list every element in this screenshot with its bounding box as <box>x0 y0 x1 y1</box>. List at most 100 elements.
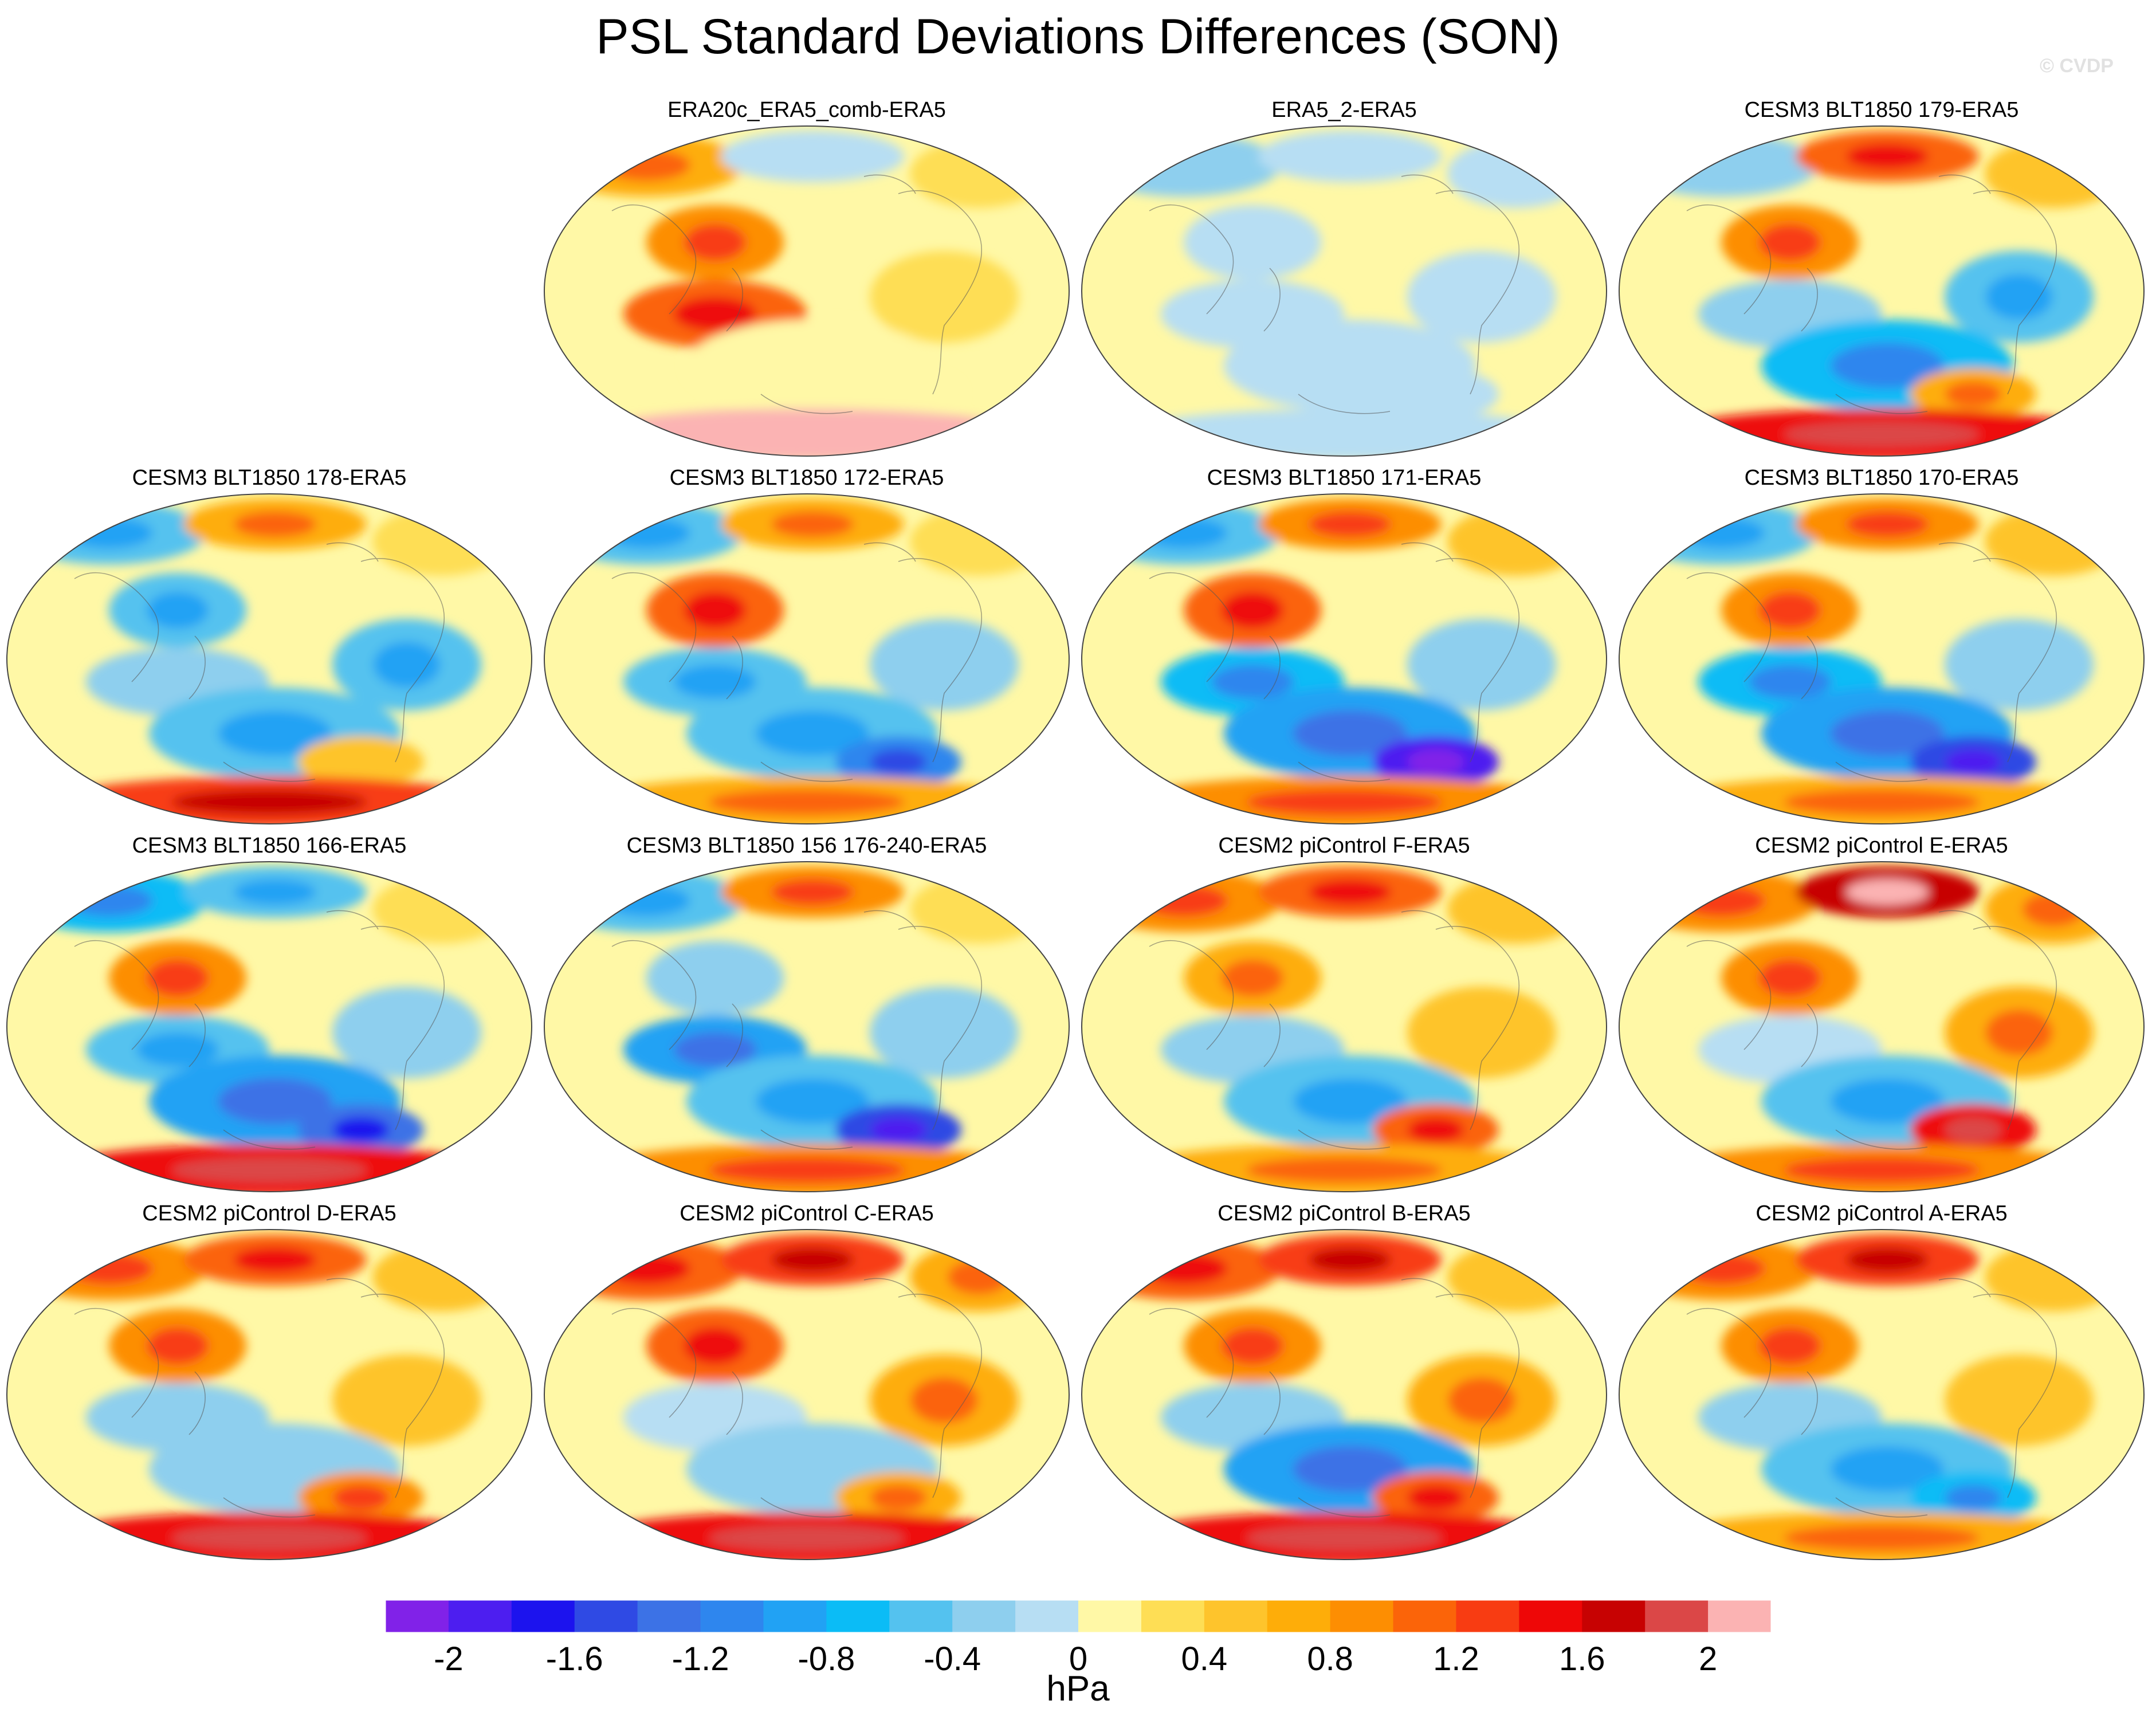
anomaly-core <box>1211 665 1294 699</box>
anomaly-core <box>1831 1078 1944 1124</box>
colorbar-box <box>1393 1600 1456 1632</box>
anomaly-core <box>674 1032 756 1067</box>
map-panel: CESM2 piControl A-ERA5 <box>1618 1200 2145 1566</box>
globe-outline <box>1619 493 2145 824</box>
anomaly-core <box>1309 1247 1391 1273</box>
anomaly-core <box>1222 959 1283 997</box>
coastline <box>1686 910 2057 1150</box>
coastline <box>74 910 445 1150</box>
anomaly-core <box>1784 789 1980 815</box>
anomaly-core <box>910 1377 978 1423</box>
globe-outline <box>6 493 532 824</box>
panel-title: CESM3 BLT1850 178-ERA5 <box>132 466 407 490</box>
anomaly-core <box>1677 1252 1765 1285</box>
anomaly-region <box>910 875 1047 944</box>
anomaly-region <box>646 941 784 1015</box>
globe-outline <box>1081 861 1607 1192</box>
panel-title: CESM3 BLT1850 166-ERA5 <box>132 834 407 858</box>
anomaly-core <box>1293 1446 1407 1492</box>
panel-title: CESM3 BLT1850 172-ERA5 <box>669 466 944 490</box>
anomaly-region <box>1407 619 1556 710</box>
panel-title: CESM2 piControl F-ERA5 <box>1218 834 1470 858</box>
panel-map <box>1619 1229 2145 1560</box>
coastline <box>1149 542 1519 782</box>
anomaly-core <box>1759 223 1821 261</box>
colorbar-units-label: hPa <box>1046 1669 1110 1709</box>
anomaly-region <box>372 507 510 576</box>
anomaly-core <box>1985 274 2053 320</box>
anomaly-core <box>171 789 367 815</box>
panel-map <box>544 861 1070 1192</box>
map-panel: CESM2 piControl E-ERA5 <box>1618 832 2145 1199</box>
anomaly-core <box>1246 1525 1442 1551</box>
colorbar-box <box>1708 1600 1772 1632</box>
panel-map <box>1081 493 1607 824</box>
globe-outline <box>1081 493 1607 824</box>
anomaly-core <box>1945 749 2002 775</box>
anomaly-region <box>1985 139 2122 208</box>
anomaly-core <box>1140 517 1228 549</box>
map-panel: CESM2 piControl D-ERA5 <box>6 1200 533 1566</box>
map-panel: CESM3 BLT1850 170-ERA5 <box>1618 464 2145 831</box>
anomaly-core <box>1246 789 1442 815</box>
panel-title: CESM2 piControl D-ERA5 <box>142 1201 396 1226</box>
anomaly-core <box>709 1157 905 1183</box>
anomaly-core <box>147 1327 209 1365</box>
anomaly-core <box>136 1032 219 1067</box>
anomaly-region <box>1258 131 1442 182</box>
anomaly-core <box>218 1078 332 1124</box>
anomaly-region <box>1985 1243 2122 1311</box>
anomaly-core <box>1846 143 1929 170</box>
panel-title: CESM3 BLT1850 171-ERA5 <box>1207 466 1482 490</box>
colorbar-box <box>1519 1600 1582 1632</box>
anomaly-core <box>1985 1010 2053 1055</box>
colorbar-box <box>1204 1600 1268 1632</box>
anomaly-core <box>684 591 746 629</box>
anomaly-region <box>870 987 1019 1078</box>
anomaly-core <box>332 1485 390 1511</box>
colorbar-box <box>1015 1600 1079 1632</box>
anomaly-core <box>1448 1377 1515 1423</box>
panel-title: ERA5_2-ERA5 <box>1271 98 1417 122</box>
panel-map <box>544 125 1070 457</box>
colorbar-box <box>1645 1600 1709 1632</box>
colorbar-frame <box>385 1600 1772 1633</box>
colorbar-box <box>511 1600 575 1632</box>
anomaly-core <box>602 885 690 917</box>
anomaly-core <box>948 1260 1010 1294</box>
anomaly-core <box>171 1525 367 1551</box>
map-panel: CESM3 BLT1850 172-ERA5 <box>543 464 1070 831</box>
anomaly-core <box>218 710 332 756</box>
anomaly-region <box>870 251 1019 343</box>
panel-map <box>1619 125 2145 457</box>
panel-map <box>1081 1229 1607 1560</box>
anomaly-core <box>1140 885 1228 917</box>
anomaly-core <box>1784 1157 1980 1183</box>
panel-title: CESM2 piControl A-ERA5 <box>1756 1201 2008 1226</box>
anomaly-core <box>1309 511 1391 537</box>
map-panel: CESM2 piControl C-ERA5 <box>543 1200 1070 1566</box>
coastline <box>611 542 982 782</box>
globe-outline <box>1081 1229 1607 1560</box>
anomaly-core <box>147 959 209 997</box>
anomaly-core <box>870 1485 927 1511</box>
anomaly-core <box>1945 381 2002 407</box>
anomaly-core <box>1677 517 1765 549</box>
panel-title: CESM3 BLT1850 170-ERA5 <box>1744 466 2019 490</box>
anomaly-region <box>332 987 481 1078</box>
anomaly-core <box>1831 710 1944 756</box>
anomaly-core <box>1846 1247 1929 1273</box>
anomaly-region <box>1945 619 2094 710</box>
coastline <box>74 1278 445 1518</box>
anomaly-core <box>602 517 690 549</box>
anomaly-core <box>1222 591 1283 629</box>
anomaly-core <box>1407 1117 1464 1143</box>
anomaly-core <box>674 665 756 699</box>
anomaly-core <box>602 149 690 181</box>
colorbar-box <box>1141 1600 1205 1632</box>
anomaly-core <box>147 591 209 629</box>
anomaly-core <box>1945 1117 2002 1143</box>
anomaly-core <box>234 879 316 905</box>
anomaly-region <box>1407 251 1556 343</box>
anomaly-core <box>1222 1327 1283 1365</box>
